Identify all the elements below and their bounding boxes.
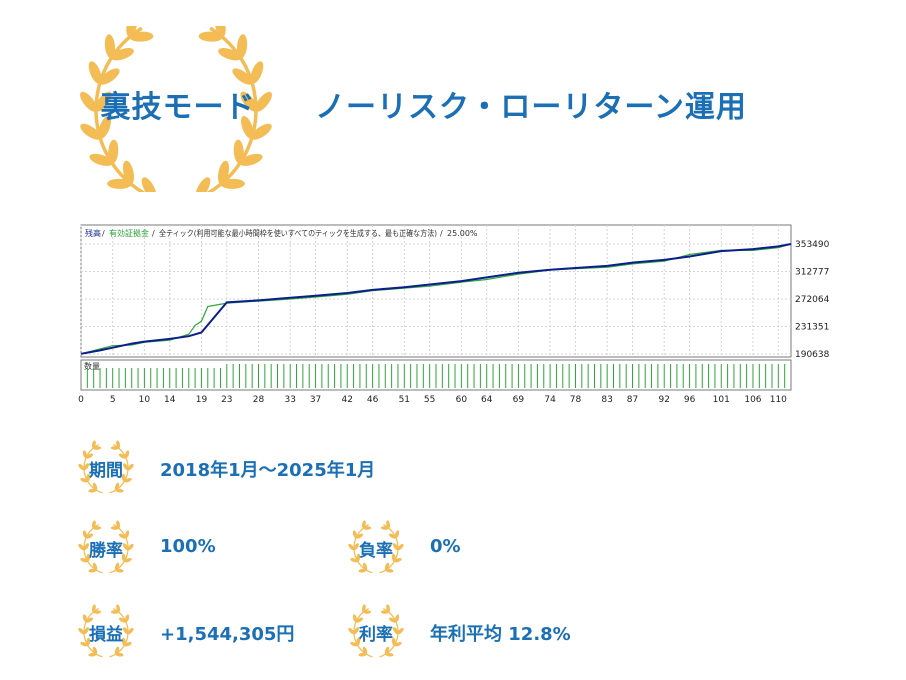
chart-plot-frame xyxy=(80,224,792,358)
x-tick-label: 0 xyxy=(78,395,84,405)
x-tick-label: 110 xyxy=(770,395,787,405)
legend-sep-2: / xyxy=(152,229,155,238)
stat-loss-rate-label: 負率 xyxy=(359,541,393,561)
y-tick-label: 3127771 xyxy=(795,268,830,278)
stat-win-rate-value: 100% xyxy=(160,536,216,557)
stat-loss-rate-value: 0% xyxy=(430,536,461,557)
stat-interest-label: 利率 xyxy=(359,625,393,645)
x-tick-label: 106 xyxy=(744,395,761,405)
x-tick-label: 64 xyxy=(481,395,493,405)
x-tick-label: 23 xyxy=(221,395,232,405)
x-tick-label: 28 xyxy=(253,395,265,405)
laurel-icon xyxy=(78,520,134,574)
x-tick-label: 87 xyxy=(627,395,638,405)
x-tick-label: 78 xyxy=(570,395,582,405)
x-tick-label: 5 xyxy=(110,395,116,405)
x-tick-label: 42 xyxy=(342,395,353,405)
stat-win-rate-label: 勝率 xyxy=(89,541,123,561)
x-tick-label: 14 xyxy=(164,395,176,405)
series-balance-line xyxy=(80,243,792,355)
x-tick-label: 60 xyxy=(456,395,468,405)
legend-equity: 有効証拠金 xyxy=(109,228,149,238)
laurel-icon xyxy=(78,440,134,494)
legend-balance: 残高 xyxy=(85,228,101,238)
x-tick-label: 10 xyxy=(139,395,151,405)
legend-pct: 25.00% xyxy=(447,229,478,238)
x-tick-label: 19 xyxy=(196,395,208,405)
x-tick-label: 33 xyxy=(284,395,295,405)
laurel-wreath-icon xyxy=(80,26,272,192)
stat-profit-label: 損益 xyxy=(89,625,123,645)
x-tick-label: 101 xyxy=(713,395,730,405)
stat-period-value: 2018年1月〜2025年1月 xyxy=(160,460,376,481)
x-tick-label: 74 xyxy=(544,395,556,405)
x-tick-label: 83 xyxy=(601,395,612,405)
x-tick-label: 55 xyxy=(424,395,435,405)
laurel-icon xyxy=(348,604,404,658)
x-tick-label: 37 xyxy=(310,395,321,405)
stat-interest-value: 年利平均 12.8% xyxy=(430,624,571,645)
legend-note: 全ティック(利用可能な最小時間枠を使いすべてのティックを生成する、最も正確な方法… xyxy=(159,228,437,238)
y-tick-label: 3534901 xyxy=(795,240,830,250)
legend-sep-1: / xyxy=(102,229,105,238)
laurel-icon xyxy=(78,604,134,658)
x-tick-label: 51 xyxy=(399,395,410,405)
stat-period-label: 期間 xyxy=(89,461,123,481)
x-tick-label: 46 xyxy=(367,395,379,405)
legend-sep-3: / xyxy=(440,229,443,238)
x-tick-label: 92 xyxy=(658,395,669,405)
mode-label: 裏技モード xyxy=(100,90,256,125)
volume-label: 数量 xyxy=(84,361,100,371)
y-tick-label: 1906381 xyxy=(795,350,830,360)
x-tick-label: 96 xyxy=(684,395,696,405)
headline: ノーリスク・ローリターン運用 xyxy=(315,90,747,125)
y-tick-label: 2720641 xyxy=(795,295,830,305)
x-tick-label: 69 xyxy=(513,395,525,405)
stat-profit-value: +1,544,305円 xyxy=(160,624,295,645)
laurel-icon xyxy=(348,520,404,574)
